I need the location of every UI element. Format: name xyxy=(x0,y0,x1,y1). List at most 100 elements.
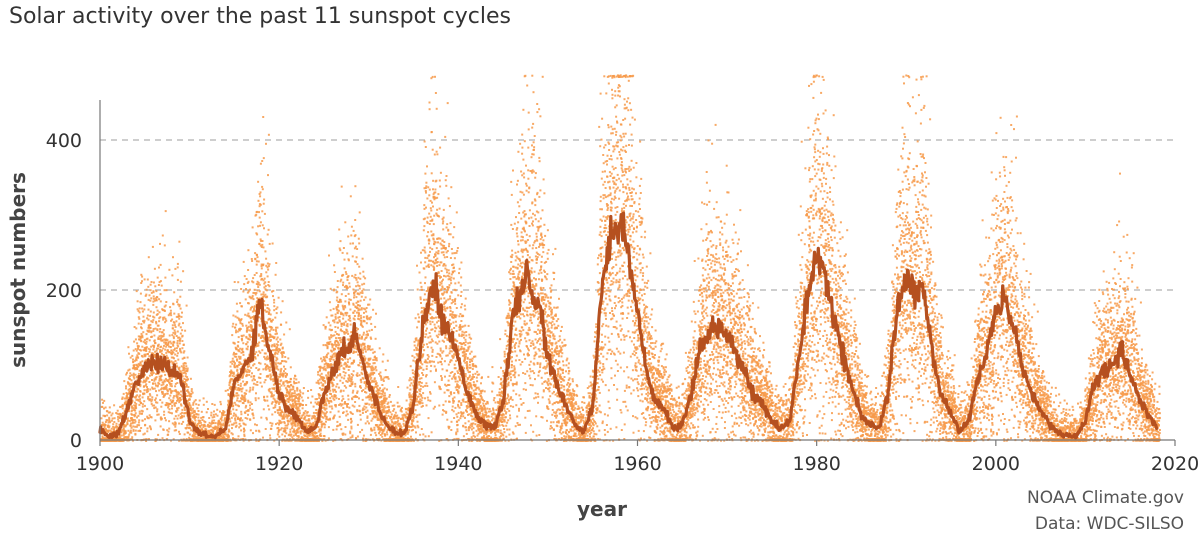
daily-point xyxy=(237,394,240,397)
daily-point xyxy=(237,435,240,438)
daily-point xyxy=(235,348,238,351)
daily-point xyxy=(216,430,218,433)
daily-point xyxy=(281,353,284,356)
daily-point xyxy=(284,372,287,375)
daily-point xyxy=(101,405,104,408)
daily-point xyxy=(112,425,115,428)
daily-point xyxy=(347,403,349,405)
daily-point xyxy=(118,416,121,419)
daily-point xyxy=(189,377,192,380)
daily-point xyxy=(125,395,128,398)
daily-point xyxy=(116,426,119,428)
daily-point xyxy=(244,313,247,316)
daily-point xyxy=(151,404,154,407)
daily-point xyxy=(196,424,199,427)
daily-point xyxy=(364,411,367,413)
daily-point xyxy=(351,381,354,384)
daily-point xyxy=(270,345,273,348)
daily-point xyxy=(356,409,359,412)
daily-point xyxy=(132,418,134,421)
daily-point xyxy=(276,352,279,355)
daily-point xyxy=(248,315,251,318)
daily-point xyxy=(169,399,172,402)
daily-point xyxy=(229,374,232,377)
daily-point xyxy=(319,418,322,421)
daily-point xyxy=(358,308,361,311)
daily-point xyxy=(363,320,366,323)
daily-point xyxy=(134,338,137,341)
daily-point xyxy=(320,424,323,427)
daily-point xyxy=(176,409,179,412)
daily-point xyxy=(352,395,355,398)
daily-point xyxy=(146,408,149,411)
daily-point xyxy=(347,377,350,380)
daily-point xyxy=(312,433,314,436)
daily-point xyxy=(241,324,244,327)
daily-point xyxy=(329,287,332,290)
daily-point xyxy=(122,428,125,431)
daily-point xyxy=(235,352,238,355)
daily-point xyxy=(219,423,222,426)
daily-point xyxy=(318,440,320,442)
daily-point xyxy=(108,416,111,419)
daily-point xyxy=(237,416,239,419)
daily-point xyxy=(279,422,282,425)
daily-point xyxy=(355,260,357,263)
daily-point xyxy=(264,379,267,381)
daily-point xyxy=(326,353,328,356)
daily-point xyxy=(286,389,289,392)
daily-point xyxy=(300,403,303,406)
daily-point xyxy=(128,384,131,387)
daily-point xyxy=(344,402,347,405)
daily-point xyxy=(366,333,369,336)
daily-point xyxy=(165,351,168,354)
daily-point xyxy=(358,374,361,377)
daily-point xyxy=(290,416,293,419)
daily-point xyxy=(141,405,144,408)
daily-point xyxy=(325,316,328,319)
daily-point xyxy=(237,355,240,358)
daily-point xyxy=(163,316,166,319)
daily-point xyxy=(104,421,107,423)
daily-point xyxy=(154,342,157,345)
daily-point xyxy=(296,435,299,438)
daily-point xyxy=(170,342,173,345)
daily-point xyxy=(139,429,142,432)
daily-point xyxy=(149,289,152,292)
daily-point xyxy=(136,342,139,345)
daily-point xyxy=(331,344,334,347)
daily-point xyxy=(318,397,321,400)
daily-point xyxy=(180,351,183,354)
daily-point xyxy=(202,416,205,419)
daily-point xyxy=(148,326,150,329)
daily-point xyxy=(325,418,328,421)
daily-point xyxy=(124,430,127,433)
daily-point xyxy=(284,387,287,390)
daily-point xyxy=(141,307,144,310)
daily-point xyxy=(234,417,236,420)
daily-point xyxy=(233,394,236,397)
daily-point xyxy=(181,357,184,360)
daily-point xyxy=(325,374,328,377)
daily-point xyxy=(296,411,299,414)
daily-point xyxy=(169,411,172,414)
daily-point xyxy=(354,245,357,248)
daily-point xyxy=(251,260,254,262)
daily-point xyxy=(298,396,300,399)
daily-point xyxy=(302,387,305,389)
daily-point xyxy=(154,285,157,288)
daily-point xyxy=(361,335,363,338)
daily-point xyxy=(352,302,355,305)
daily-point xyxy=(153,344,156,347)
daily-point xyxy=(282,415,285,418)
daily-point xyxy=(243,394,246,397)
daily-point xyxy=(273,336,276,339)
daily-point xyxy=(175,429,178,432)
daily-point xyxy=(355,347,358,350)
daily-point xyxy=(138,364,141,367)
daily-point xyxy=(330,379,333,382)
daily-point xyxy=(190,388,193,391)
daily-point xyxy=(275,367,278,370)
daily-point xyxy=(178,422,181,425)
daily-point xyxy=(299,432,302,435)
